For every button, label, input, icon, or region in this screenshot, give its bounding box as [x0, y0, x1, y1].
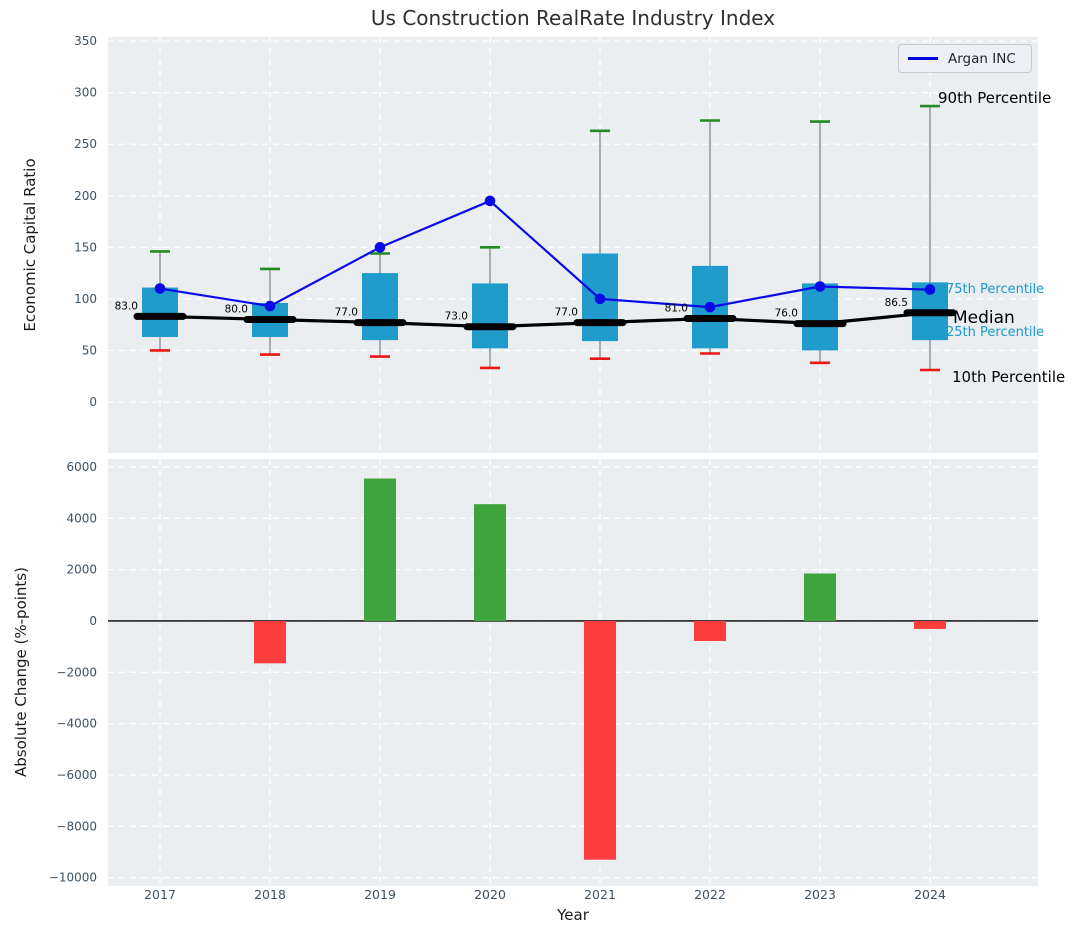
- top-ytick-label: 100: [74, 292, 97, 306]
- bottom-ytick-label: −10000: [49, 871, 97, 885]
- top-ytick-label: 150: [74, 240, 97, 254]
- top-ytick-label: 300: [74, 86, 97, 100]
- argan-marker: [594, 293, 606, 305]
- label-10th-percentile: 10th Percentile: [952, 368, 1066, 386]
- median-annotation: 76.0: [775, 308, 798, 320]
- argan-series-line: [159, 199, 931, 309]
- argan-marker: [484, 195, 496, 207]
- top-axes-background: [108, 37, 1038, 453]
- top-ytick-label: 50: [82, 343, 97, 357]
- median-annotation: 83.0: [115, 300, 138, 312]
- label-75th-percentile: 75th Percentile: [946, 282, 1045, 297]
- median-annotation: 80.0: [225, 303, 248, 315]
- bar-negative: [694, 620, 726, 641]
- bar-negative: [914, 620, 946, 629]
- top-y-axis-label: Economic Capital Ratio: [21, 158, 39, 332]
- top-ytick-label: 350: [74, 34, 97, 48]
- argan-marker: [154, 283, 166, 294]
- label-25th-percentile: 25th Percentile: [946, 325, 1045, 340]
- argan-marker: [374, 242, 386, 253]
- bottom-ytick-label: −4000: [56, 717, 97, 731]
- iqr-box: [362, 273, 398, 341]
- bar-positive: [364, 478, 396, 621]
- xtick-label: 2019: [364, 887, 396, 902]
- argan-marker: [704, 301, 716, 313]
- chart-title: Us Construction RealRate Industry Index: [370, 6, 776, 30]
- argan-marker: [814, 281, 826, 292]
- argan-marker: [264, 300, 276, 312]
- xtick-label: 2023: [804, 887, 836, 902]
- bottom-ytick-label: 0: [89, 614, 97, 628]
- median-annotation: 77.0: [335, 307, 358, 319]
- xtick-label: 2021: [584, 887, 616, 902]
- bottom-ytick-label: 4000: [66, 511, 97, 525]
- bottom-ytick-label: −6000: [56, 768, 97, 782]
- xtick-label: 2022: [694, 887, 726, 902]
- bar-positive: [804, 573, 836, 621]
- xtick-label: 2020: [474, 887, 506, 902]
- legend: Argan INC: [898, 44, 1032, 73]
- bottom-ytick-label: 2000: [66, 563, 97, 577]
- xtick-label: 2017: [144, 887, 176, 902]
- label-median: Median: [953, 308, 1015, 328]
- legend-line-swatch: [908, 57, 938, 60]
- iqr-box: [142, 287, 178, 338]
- argan-marker: [924, 284, 936, 295]
- x-axis-label: Year: [557, 906, 589, 924]
- bar-negative: [254, 620, 286, 664]
- xtick-label: 2018: [254, 887, 286, 902]
- legend-label: Argan INC: [948, 50, 1016, 67]
- xtick-label: 2024: [914, 887, 946, 902]
- iqr-box: [802, 283, 838, 351]
- label-90th-percentile: 90th Percentile: [938, 89, 1052, 107]
- median-annotation: 86.5: [885, 297, 908, 309]
- top-ytick-label: 250: [74, 137, 97, 151]
- median-annotation: 77.0: [555, 307, 578, 319]
- median-annotation: 73.0: [445, 311, 468, 323]
- bar-negative: [584, 620, 616, 860]
- bottom-ytick-label: −8000: [56, 819, 97, 833]
- bottom-ytick-label: 6000: [66, 460, 97, 474]
- iqr-box: [472, 283, 508, 349]
- bottom-y-axis-label: Absolute Change (%-points): [12, 567, 30, 777]
- bottom-ytick-label: −2000: [56, 665, 97, 679]
- median-annotation: 81.0: [665, 302, 688, 314]
- top-ytick-label: 200: [74, 189, 97, 203]
- top-ytick-label: 0: [89, 395, 97, 409]
- bar-positive: [474, 504, 506, 621]
